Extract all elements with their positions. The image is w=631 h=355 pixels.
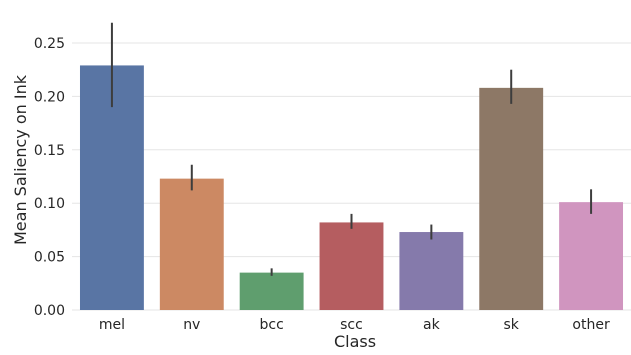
- y-tick-label: 0.25: [34, 36, 65, 52]
- bar-ak: [399, 232, 464, 310]
- x-tick-label-other: other: [572, 317, 610, 333]
- y-tick-label: 0.10: [34, 196, 65, 212]
- x-axis-label: Class: [334, 332, 376, 351]
- y-axis-label: Mean Saliency on Ink: [11, 74, 30, 245]
- y-tick-labels: 0.00 0.05 0.10 0.15 0.20 0.25: [34, 36, 65, 319]
- x-tick-label-mel: mel: [99, 317, 125, 333]
- bar-nv: [159, 178, 224, 310]
- y-tick-label: 0.00: [34, 303, 65, 319]
- x-tick-label-sk: sk: [504, 317, 520, 333]
- bar-sk: [479, 87, 544, 310]
- y-tick-label: 0.15: [34, 143, 65, 159]
- bar-bcc: [239, 272, 304, 310]
- bar-scc: [319, 222, 384, 310]
- bar-other: [559, 202, 624, 310]
- x-tick-label-ak: ak: [423, 317, 441, 333]
- y-tick-label: 0.20: [34, 89, 65, 105]
- x-tick-labels: mel nv bcc scc ak sk other: [99, 317, 610, 333]
- x-tick-label-bcc: bcc: [260, 317, 284, 333]
- error-bars: [110, 22, 593, 276]
- bars: [79, 65, 624, 310]
- y-tick-label: 0.05: [34, 250, 65, 266]
- x-tick-label-nv: nv: [183, 317, 200, 333]
- x-tick-label-scc: scc: [340, 317, 363, 333]
